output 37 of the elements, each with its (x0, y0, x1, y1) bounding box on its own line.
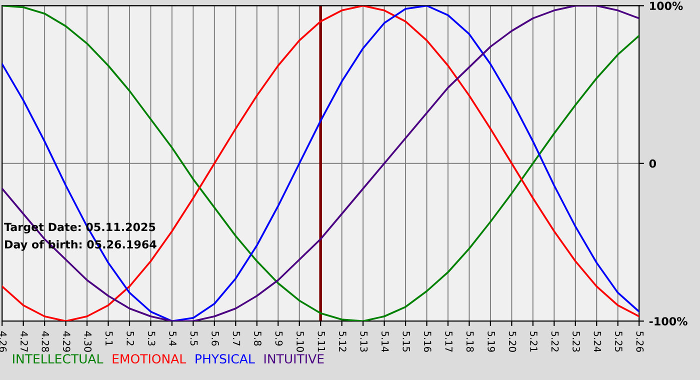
x-tick-label: 5.19 (488, 332, 495, 352)
x-tick-label: 5.25 (615, 332, 622, 352)
y-tick-label: 0 (649, 159, 656, 168)
x-tick-label: 5.12 (339, 332, 346, 352)
x-tick-label: 5.11 (318, 332, 326, 352)
x-tick-label: 5.2 (126, 332, 134, 346)
x-tick-label: 5.16 (424, 332, 432, 352)
x-tick-label: 5.1 (105, 332, 113, 346)
x-tick-label: 5.13 (360, 332, 368, 352)
text: EMOTIONAL (112, 354, 186, 364)
x-tick-label: 5.22 (551, 332, 559, 352)
x-tick-label: 5.6 (212, 332, 219, 346)
x-tick-label: 5.21 (530, 332, 538, 352)
x-tick-label: 5.26 (636, 332, 644, 352)
x-tick-label: 4.30 (84, 331, 92, 352)
x-tick-label: 5.23 (572, 332, 580, 352)
x-tick-label: 5.24 (594, 332, 602, 352)
x-tick-label: 5.18 (466, 332, 474, 352)
x-tick-label: 5.3 (148, 332, 156, 346)
x-tick-label: 5.4 (169, 332, 176, 346)
x-tick-label: 5.10 (296, 332, 304, 352)
x-tick-label: 5.9 (275, 332, 283, 346)
text: PHYSICAL (196, 354, 255, 364)
x-tick-label: 5.15 (402, 332, 410, 352)
x-tick-label: 5.17 (445, 332, 452, 352)
x-tick-label: 5.8 (254, 332, 262, 346)
x-tick-label: 5.20 (508, 332, 516, 352)
x-tick-label: 5.5 (190, 332, 198, 346)
y-tick-label: 100% (650, 2, 683, 10)
x-tick-label: 5.7 (232, 332, 240, 346)
x-tick-label: 5.14 (381, 332, 389, 352)
x-tick-label: 4.29 (62, 331, 70, 352)
text: INTELLECTUAL (13, 354, 104, 364)
x-tick-label: 4.28 (42, 331, 50, 352)
x-tick-label: 4.27 (20, 331, 28, 352)
y-tick-label: -100% (649, 317, 688, 326)
text: INTUITIVE (264, 354, 324, 364)
